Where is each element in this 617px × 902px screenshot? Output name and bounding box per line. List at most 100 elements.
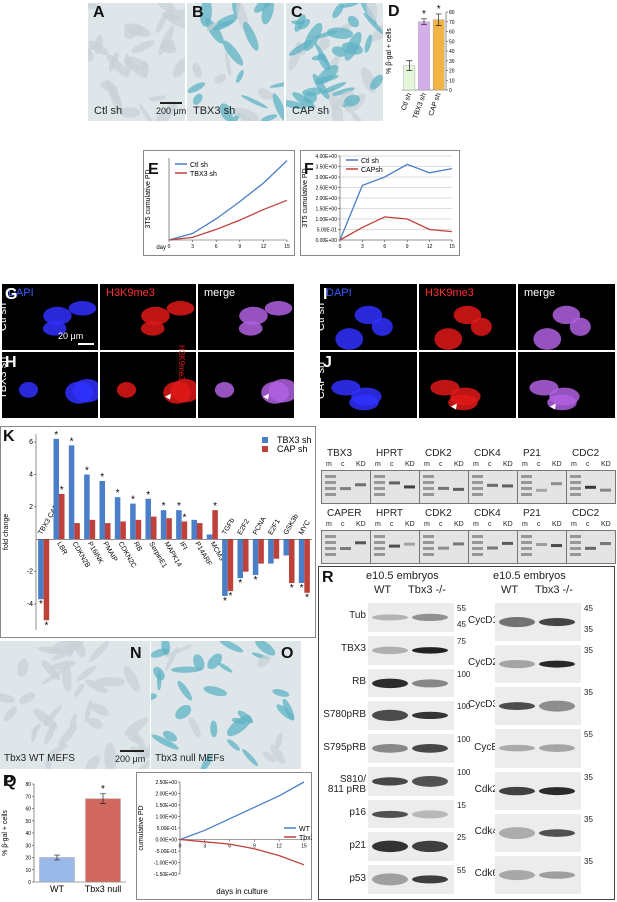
nucleus — [268, 378, 294, 403]
y-tick-label: 3.50E+00 — [315, 165, 337, 171]
nucleus — [140, 321, 165, 336]
row-label: CycD2 — [467, 657, 498, 669]
gel-svg — [570, 475, 611, 496]
cell — [48, 641, 75, 654]
y-tick-label: 10 — [25, 868, 31, 874]
panel-letter: P — [3, 773, 14, 790]
blot-svg — [499, 826, 575, 839]
band — [423, 487, 434, 490]
x-tick-label: TBX3 sh — [412, 92, 428, 120]
cell — [225, 113, 241, 121]
lane-label: c — [439, 461, 443, 468]
micrograph-image — [187, 3, 284, 121]
channel-label: DAPI — [326, 287, 352, 299]
channel-label: H3K9me3 — [106, 287, 155, 299]
legend-swatch — [262, 437, 268, 443]
series-line — [168, 160, 288, 241]
lane-label: m — [571, 461, 577, 468]
band — [325, 475, 336, 478]
cell — [257, 655, 271, 668]
cell — [88, 3, 100, 9]
lane-label: m — [522, 461, 528, 468]
cell — [257, 88, 273, 100]
row-label: CycE — [474, 741, 498, 753]
band — [374, 481, 385, 484]
cell — [90, 703, 109, 716]
panel-letter: F — [304, 161, 314, 178]
series-line — [179, 838, 305, 866]
significance: * — [101, 784, 105, 795]
micrograph-image — [88, 3, 185, 121]
y-tick-label: 0 — [28, 880, 31, 886]
bar — [38, 539, 44, 600]
lane-label: KD — [601, 461, 611, 468]
bar — [114, 497, 121, 540]
band — [404, 542, 415, 546]
lane-label: m — [424, 521, 430, 528]
y-tick-label: 1.00E+00 — [315, 217, 337, 223]
column-title: e10.5 embryos — [366, 570, 439, 582]
bar — [89, 519, 96, 540]
x-tick-label: Tbx3 null — [85, 884, 122, 894]
y-tick-label: 1.50E+00 — [155, 803, 177, 809]
y-tick-label: 2.00E+00 — [155, 792, 177, 798]
significance: * — [44, 620, 48, 631]
blot-image — [368, 865, 454, 894]
x-tick-label: 3 — [361, 244, 364, 250]
blot-image — [368, 635, 454, 665]
cell — [163, 730, 178, 742]
band — [472, 481, 483, 484]
y-tick-label: 1.50E+00 — [315, 207, 337, 213]
y-tick-label: 4.00E+00 — [315, 154, 337, 160]
band — [472, 553, 483, 556]
cell — [85, 755, 101, 769]
cell — [158, 25, 175, 55]
cell — [255, 641, 276, 656]
bar — [43, 539, 50, 621]
gene-label: TBX3 — [327, 448, 353, 459]
cell — [84, 699, 93, 724]
scale-bar — [160, 102, 182, 104]
blot-image — [495, 855, 581, 894]
band — [521, 535, 532, 538]
significance: * — [162, 501, 166, 512]
mw-marker: 35 — [584, 625, 593, 635]
lane-label: Tbx3 -/- — [535, 584, 573, 596]
micrograph — [187, 3, 284, 121]
y-axis-title: 3T5 cumulative PD — [302, 168, 309, 227]
bar — [212, 510, 218, 540]
y-tick-label: 0.00E+00 — [315, 238, 337, 244]
band — [325, 553, 336, 556]
nucleus — [434, 328, 463, 350]
y-tick-label: 0.00E+00 — [155, 838, 177, 844]
bar — [39, 857, 75, 883]
legend-swatch — [262, 446, 268, 452]
series-line — [339, 163, 453, 241]
band — [412, 646, 448, 654]
row-label: S780pRB — [323, 708, 366, 720]
cell — [227, 739, 241, 751]
scale-label: 20 μm — [58, 331, 84, 341]
lane-label: m — [326, 521, 332, 528]
nucleus — [43, 306, 72, 325]
blot-svg — [499, 617, 575, 628]
nucleus — [214, 381, 235, 398]
mw-marker: 25 — [457, 833, 466, 843]
band — [502, 541, 513, 545]
nucleus — [549, 387, 580, 406]
lane-label: WT — [501, 584, 519, 596]
cell — [205, 17, 224, 44]
panel-letter: J — [323, 354, 332, 371]
blot-svg — [372, 775, 448, 787]
fluorescence-image — [100, 284, 196, 350]
cell — [19, 692, 36, 704]
y-tick-label: 0 — [449, 88, 452, 94]
band — [453, 542, 464, 546]
y-tick-label: 30 — [449, 59, 455, 65]
cell — [288, 39, 314, 56]
micrograph — [286, 3, 383, 121]
band — [325, 493, 336, 496]
fluorescence-svg — [335, 305, 393, 350]
cell — [321, 81, 347, 94]
bar — [99, 480, 105, 540]
